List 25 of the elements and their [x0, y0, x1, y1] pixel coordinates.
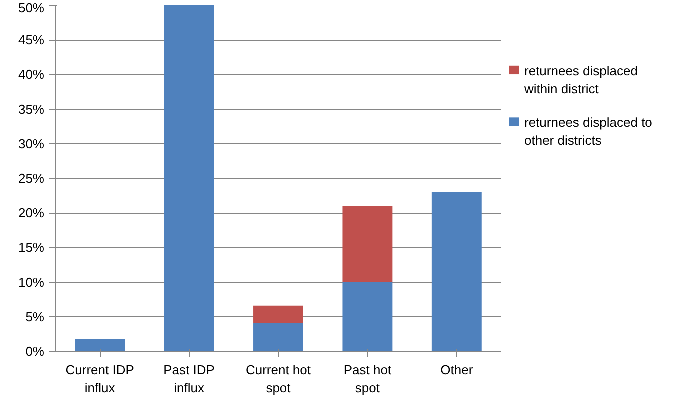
legend-label: returnees displaced to other districts [524, 115, 652, 148]
y-tick-label: 15% [18, 240, 45, 256]
x-tick-label: Other [440, 362, 474, 378]
bar [432, 192, 482, 352]
bar [342, 206, 393, 282]
x-tick-label: Current IDP influx [66, 362, 134, 396]
bar [254, 323, 304, 352]
y-tick-label: 35% [18, 102, 45, 117]
x-tick-label: Current hot spot [246, 362, 312, 396]
y-tick-label: 10% [18, 274, 45, 290]
y-tick-label: 25% [18, 171, 45, 186]
y-tick-label: 40% [18, 67, 45, 82]
y-tick-label: 5% [26, 309, 45, 324]
y-tick-label: 30% [18, 136, 45, 152]
x-tick-label: Past hot spot [344, 362, 392, 396]
y-tick-label: 0% [26, 344, 45, 359]
bar [75, 339, 126, 352]
bar [164, 6, 214, 352]
y-tick-label: 50% [18, 0, 45, 16]
legend-label: returnees displaced within district [524, 63, 638, 96]
bar [342, 282, 393, 352]
y-tick-label: 45% [18, 32, 45, 48]
x-tick-label: Past IDP influx [164, 362, 215, 396]
bar [254, 306, 304, 324]
y-tick-label: 20% [18, 206, 45, 221]
